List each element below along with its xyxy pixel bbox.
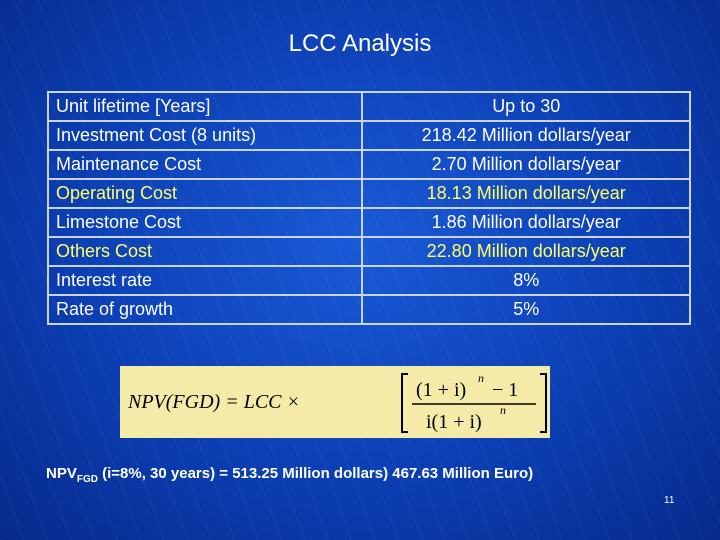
row-value: 218.42 Million dollars/year [361,120,691,151]
numerator: (1 + i) [416,379,466,401]
numerator-tail: − 1 [492,379,518,401]
slide-title: LCC Analysis [288,30,432,57]
formula: NPV(FGD) = LCC × (1 + i) n − 1 i(1 + i) … [120,366,550,438]
row-value: 8% [361,265,691,296]
row-value: 2.70 Million dollars/year [361,149,691,180]
denominator: i(1 + i) [426,411,482,433]
table-row: Investment Cost (8 units) 218.42 Million … [46,120,691,151]
table-row: Interest rate 8% [46,265,691,296]
formula-lhs: NPV(FGD) = LCC × [127,391,300,413]
row-value: 18.13 Million dollars/year [361,178,691,209]
row-value: 1.86 Million dollars/year [361,207,691,238]
row-value: Up to 30 [361,91,691,122]
numerator-exponent: n [478,371,484,385]
footer: NPVFGD (i=8%, 30 years) = 513.25 Million… [46,465,533,485]
row-label: Operating Cost [46,178,364,209]
footer-subscript: FGD [76,474,98,485]
cost-table: Unit lifetime [Years] Up to 30 Investment … [46,91,691,325]
row-label: Unit lifetime [Years] [46,91,364,122]
row-label: Maintenance Cost [46,149,364,180]
footer-prefix: NPV [46,465,77,482]
row-label: Limestone Cost [46,207,364,238]
row-label: Interest rate [46,265,364,296]
page-number: 11 [664,495,675,506]
table-row: Limestone Cost 1.86 Million dollars/year [46,207,691,238]
bracket [401,373,547,433]
table-row: Unit lifetime [Years] Up to 30 [46,91,691,122]
formula-box [120,366,550,438]
row-label: Rate of growth [46,294,364,325]
row-label: Others Cost [46,236,364,267]
table-row: Operating Cost 18.13 Million dollars/year [46,178,691,209]
footer-text: (i=8%, 30 years) = 513.25 Million dollar… [97,465,534,482]
row-label: Investment Cost (8 units) [46,120,364,151]
table-row: Rate of growth 5% [46,294,691,325]
table-row: Maintenance Cost 2.70 Million dollars/yea… [46,149,691,180]
table-row: Others Cost 22.80 Million dollars/year [46,236,691,267]
row-value: 22.80 Million dollars/year [361,236,691,267]
row-value: 5% [361,294,691,325]
denominator-exponent: n [500,403,506,417]
